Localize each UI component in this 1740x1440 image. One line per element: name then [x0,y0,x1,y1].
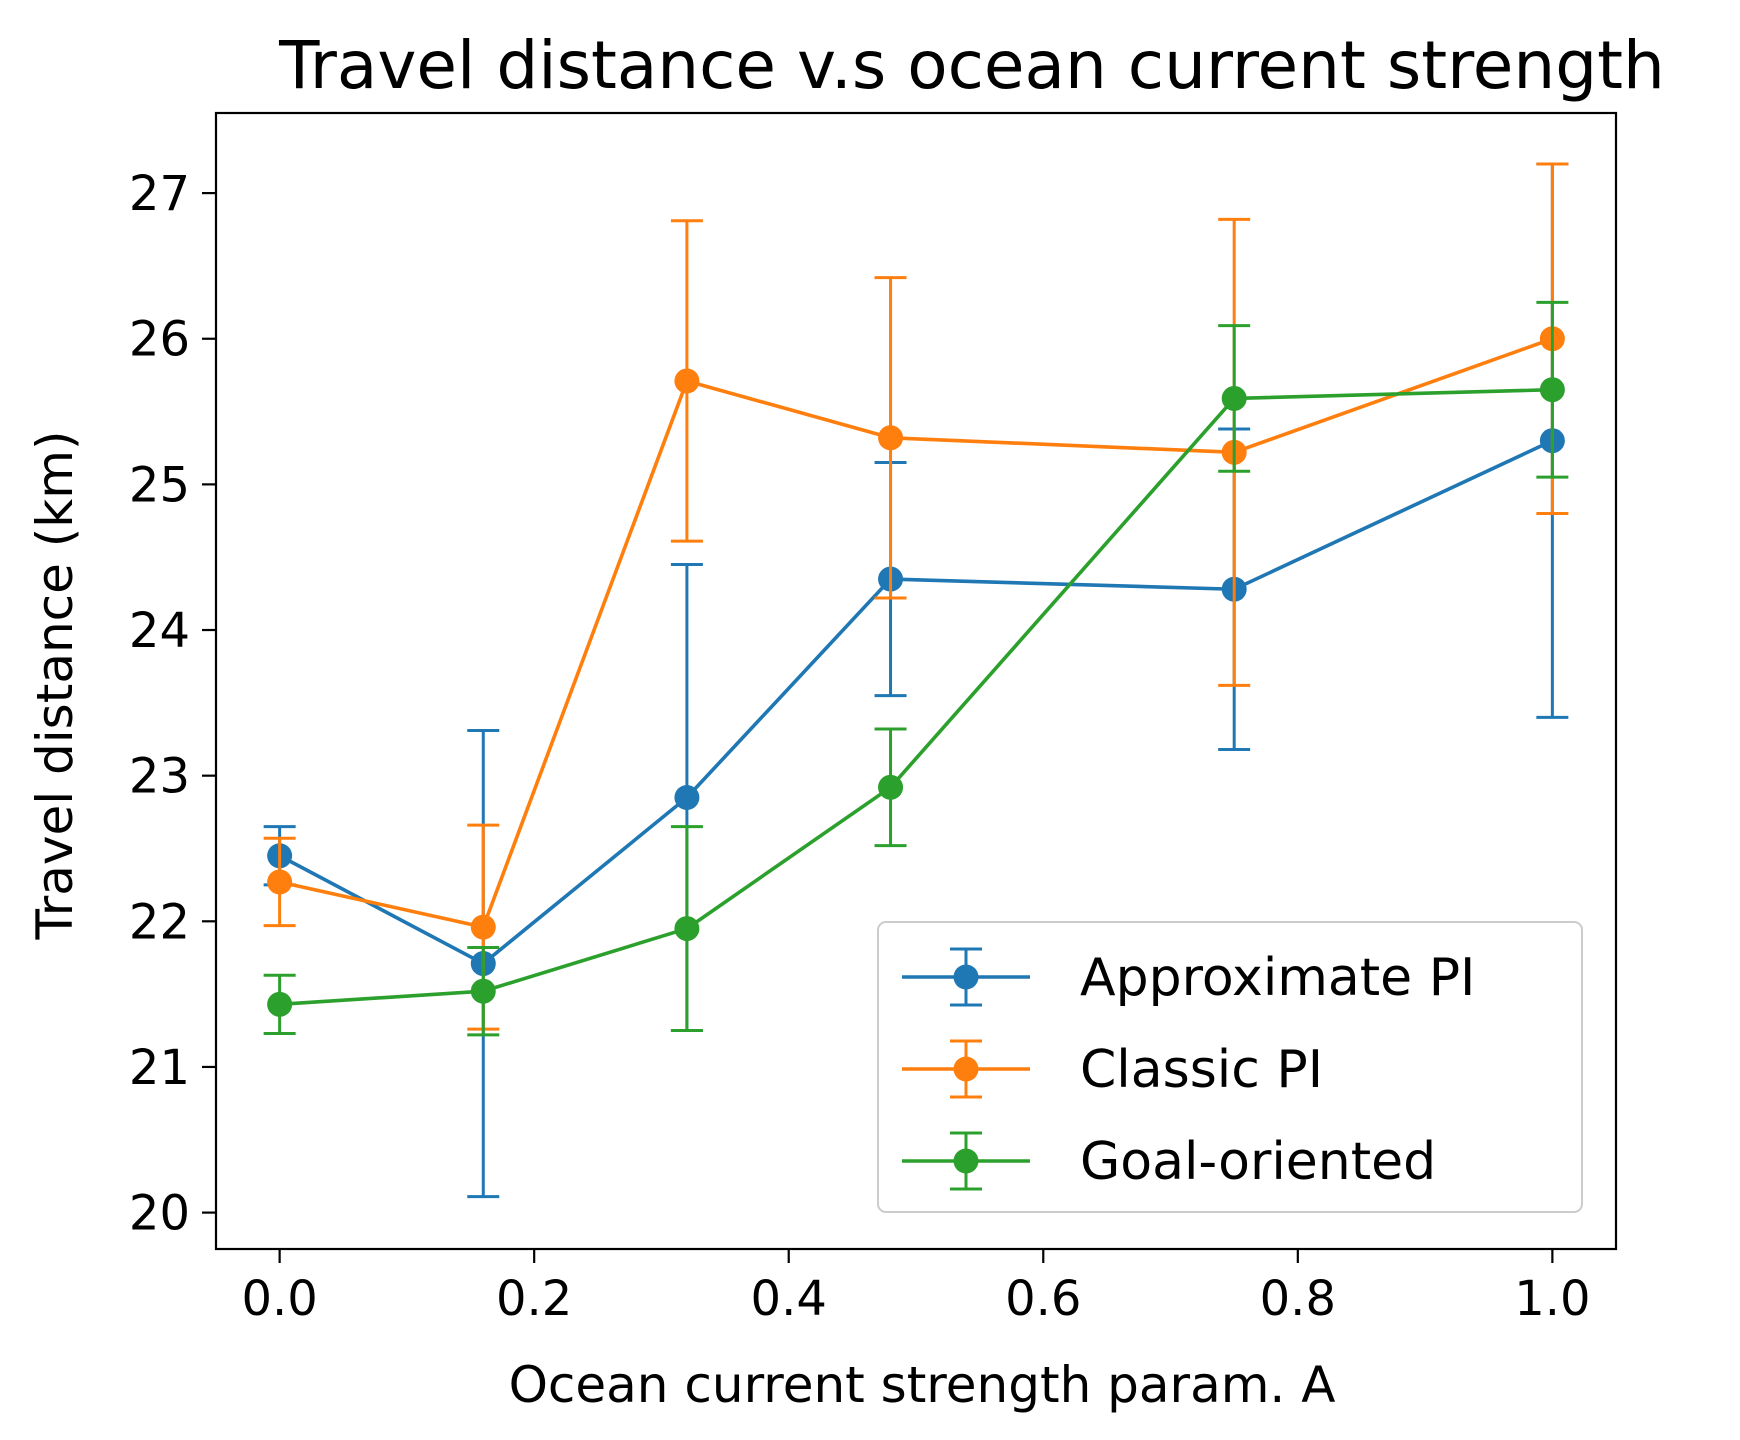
data-point [674,916,700,942]
series-classic-pi [263,162,1569,1031]
data-point [878,774,904,800]
data-point [470,978,496,1004]
series-goal-oriented [263,300,1569,1037]
legend-box [877,921,1583,1213]
data-point [470,914,496,940]
series-line [279,387,1553,1007]
legend-label: Approximate PI [1080,948,1475,1008]
y-tick-label: 21 [129,1040,190,1096]
legend: Approximate PI Classic PI Goal-oriented [877,921,1583,1213]
series-line [278,439,1554,966]
data-point [267,869,293,895]
y-tick-label: 24 [129,603,190,659]
series-line [279,337,1553,929]
legend-item: Classic PI [902,1039,1323,1100]
y-tick-label: 22 [129,894,190,950]
legend-item: Approximate PI [902,947,1475,1008]
legend-marker [953,1056,979,1082]
x-axis-label: Ocean current strength param. A [509,1356,1336,1414]
x-tick-label: 1.0 [1514,1271,1590,1327]
x-tick-label: 0.0 [241,1271,317,1327]
legend-label: Classic PI [1080,1040,1323,1100]
legend-item: Goal-oriented [902,1131,1436,1192]
chart-title: Travel distance v.s ocean current streng… [278,27,1665,104]
series-layer [263,162,1569,1199]
data-point [267,991,293,1017]
legend-marker [953,964,979,990]
y-tick-label: 27 [129,166,190,222]
data-point [674,368,700,394]
y-tick-label: 20 [129,1186,190,1242]
y-tick-label: 26 [129,312,190,368]
y-tick-label: 25 [129,457,190,513]
data-point [878,425,904,451]
y-axis-label: Travel distance (km) [26,431,84,941]
data-point [1221,385,1247,411]
y-tick-label: 23 [129,749,190,805]
legend-label: Goal-oriented [1080,1132,1436,1192]
x-tick-label: 0.8 [1260,1271,1336,1327]
x-tick-label: 0.2 [496,1271,572,1327]
x-tick-label: 0.6 [1005,1271,1081,1327]
y-axis: 20 21 22 23 24 25 26 27 [129,166,216,1242]
x-tick-label: 0.4 [751,1271,827,1327]
legend-marker [953,1148,979,1174]
data-point [1539,377,1565,403]
x-axis: 0.0 0.2 0.4 0.6 0.8 1.0 [241,1249,1591,1327]
data-point [674,785,700,811]
